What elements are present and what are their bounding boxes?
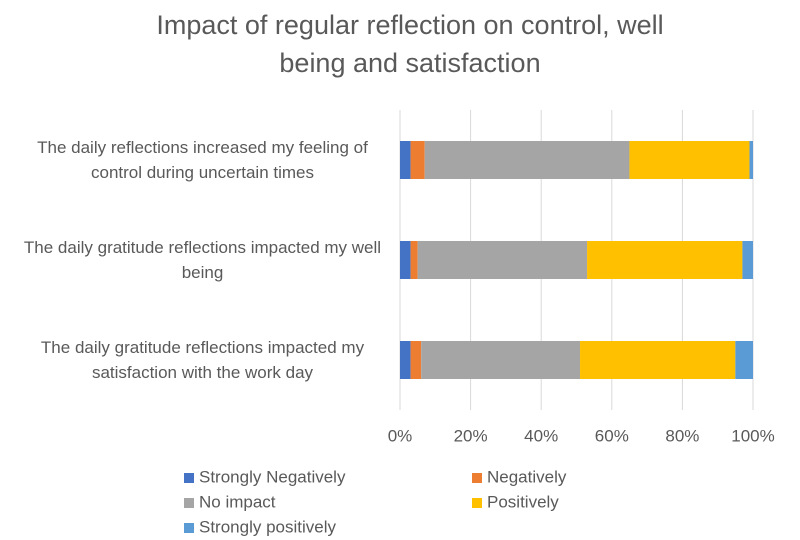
bar-segment (749, 141, 753, 179)
y-tick-label: The daily reflections increased my feeli… (37, 138, 368, 182)
bar-segment (400, 341, 411, 379)
bar-segment (629, 141, 750, 179)
x-tick-label: 0% (388, 426, 413, 445)
x-tick-label: 40% (524, 426, 558, 445)
x-tick-label: 100% (731, 426, 774, 445)
bar-segment (410, 341, 422, 379)
legend-label: Strongly positively (199, 517, 337, 536)
bar-segment (735, 341, 753, 379)
chart-title: Impact of regular reflection on control,… (156, 10, 664, 78)
x-tick-label: 80% (665, 426, 699, 445)
legend-label: Positively (487, 492, 559, 511)
bar-segment (400, 241, 411, 279)
legend-label: Strongly Negatively (199, 467, 346, 486)
bar-segment (400, 141, 411, 179)
bar-segment (587, 241, 743, 279)
legend-label: Negatively (487, 467, 567, 486)
y-tick-label: The daily gratitude reflections impacted… (40, 338, 365, 382)
legend-swatch (184, 498, 194, 508)
legend-swatch (472, 473, 482, 483)
bar-segment (424, 141, 630, 179)
y-tick-label: The daily gratitude reflections impacted… (23, 238, 382, 282)
legend-swatch (184, 473, 194, 483)
bar-segment (580, 341, 736, 379)
legend-label: No impact (199, 492, 276, 511)
bar-segment (421, 341, 581, 379)
x-tick-label: 60% (595, 426, 629, 445)
bar-segment (742, 241, 753, 279)
legend-swatch (184, 523, 194, 533)
bar-segment (417, 241, 588, 279)
bar-segment (410, 241, 418, 279)
bar-segment (410, 141, 425, 179)
legend-swatch (472, 498, 482, 508)
x-tick-label: 20% (454, 426, 488, 445)
